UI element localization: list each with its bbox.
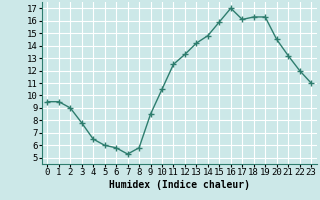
- X-axis label: Humidex (Indice chaleur): Humidex (Indice chaleur): [109, 180, 250, 190]
